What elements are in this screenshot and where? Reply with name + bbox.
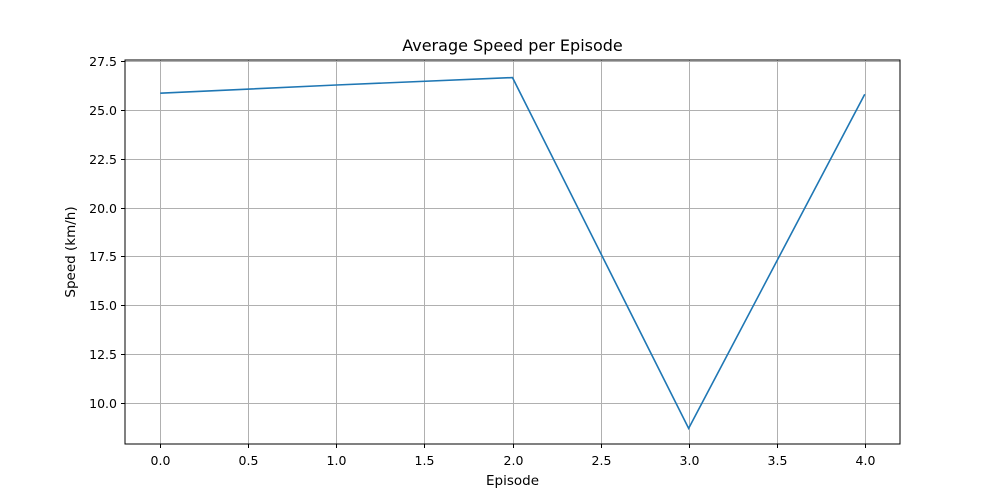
x-tick-label: 4.0 <box>856 453 876 468</box>
x-tick-label: 2.5 <box>592 453 612 468</box>
x-tick-label: 0.5 <box>239 453 259 468</box>
x-tick-label: 0.0 <box>151 453 171 468</box>
x-tick-label: 3.0 <box>680 453 700 468</box>
y-tick-label: 10.0 <box>89 396 117 411</box>
y-tick-label: 15.0 <box>89 298 117 313</box>
y-tick-label: 25.0 <box>89 103 117 118</box>
chart-title: Average Speed per Episode <box>402 36 623 55</box>
axis-ticks: 0.0 0.5 1.0 1.5 2.0 2.5 3.0 3.5 4.0 10.0 12.5 15.0 1… <box>89 54 875 468</box>
series-line <box>160 76 866 431</box>
plot-frame <box>124 59 901 445</box>
grid <box>125 60 900 444</box>
y-tick-label: 17.5 <box>89 249 117 264</box>
y-tick-label: 27.5 <box>89 54 117 69</box>
series-layer <box>160 76 866 431</box>
x-tick-label: 2.0 <box>504 453 524 468</box>
x-axis-title: Episode <box>486 473 539 489</box>
y-tick-label: 20.0 <box>89 201 117 216</box>
x-tick-label: 3.5 <box>768 453 788 468</box>
x-tick-label: 1.5 <box>415 453 435 468</box>
y-tick-label: 22.5 <box>89 152 117 167</box>
y-axis-title: Speed (km/h) <box>63 206 79 297</box>
x-tick-label: 1.0 <box>327 453 347 468</box>
y-tick-label: 12.5 <box>89 347 117 362</box>
